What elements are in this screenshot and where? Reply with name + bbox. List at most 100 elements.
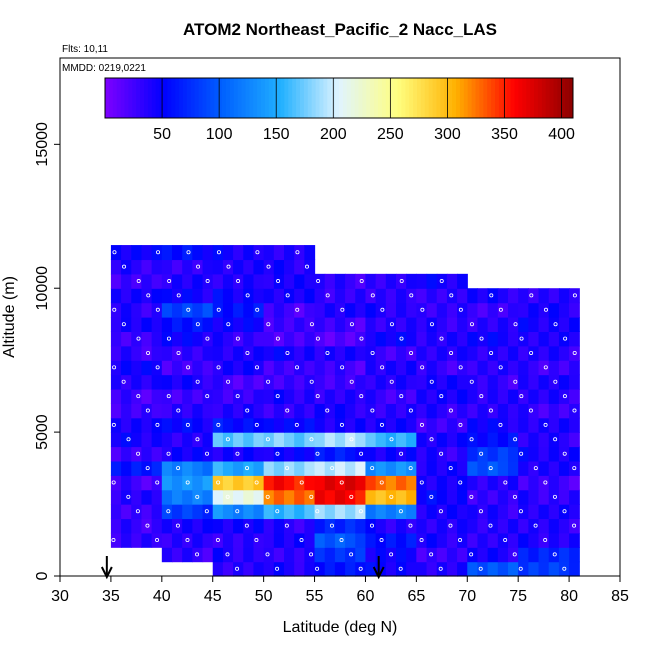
heatmap-cell	[192, 331, 204, 347]
heatmap-cell	[202, 475, 214, 491]
heatmap-cell	[375, 273, 387, 289]
heatmap-cell	[304, 317, 316, 332]
heatmap-cell	[151, 460, 163, 476]
heatmap-cell	[487, 532, 499, 548]
sample-point	[216, 307, 221, 312]
heatmap-cell	[467, 518, 479, 534]
heatmap-cell	[436, 374, 448, 390]
sample-point	[518, 566, 523, 571]
colorbar-segment	[522, 78, 527, 118]
heatmap-cell	[253, 388, 265, 404]
heatmap-cell	[446, 417, 458, 433]
heatmap-cell	[222, 547, 234, 563]
sample-point	[176, 408, 181, 413]
colorbar-segment	[296, 78, 301, 118]
heatmap-cell	[253, 288, 265, 304]
heatmap-cell	[334, 388, 346, 404]
sample-point	[275, 566, 280, 571]
sample-point	[512, 552, 517, 557]
sample-point	[205, 279, 210, 284]
heatmap-cell	[446, 317, 458, 332]
heatmap-cell	[314, 432, 326, 448]
sample-point	[245, 466, 250, 471]
sample-point	[399, 279, 404, 284]
heatmap-cell	[334, 403, 346, 419]
heatmap-cell	[172, 489, 183, 505]
colorbar-segment	[456, 78, 461, 118]
heatmap-cell	[365, 518, 377, 534]
heatmap-cell	[497, 489, 509, 505]
sample-point	[155, 422, 160, 427]
sample-point	[359, 394, 364, 399]
heatmap-cell	[446, 532, 458, 548]
heatmap-cell	[406, 561, 417, 577]
heatmap-cell	[457, 460, 468, 476]
heatmap-cell	[294, 388, 305, 404]
sample-point	[195, 552, 200, 557]
sample-point	[254, 422, 259, 427]
sample-point	[185, 480, 190, 485]
heatmap-cell	[406, 460, 417, 476]
sample-point	[429, 437, 434, 442]
colorbar-segment	[167, 78, 172, 118]
heatmap-cell	[518, 374, 529, 390]
heatmap-cell	[396, 475, 407, 491]
heatmap-cell	[497, 403, 509, 419]
sample-point	[216, 250, 221, 255]
heatmap-cell	[304, 403, 316, 419]
heatmap-cell	[314, 388, 326, 404]
colorbar-segment	[229, 78, 235, 118]
heatmap-cell	[416, 504, 428, 520]
sample-point	[489, 350, 494, 355]
heatmap-cell	[538, 331, 550, 347]
heatmap-cell	[375, 432, 387, 448]
heatmap-cell	[273, 374, 285, 390]
heatmap-cell	[467, 432, 479, 448]
heatmap-cell	[508, 475, 519, 491]
sample-point	[572, 466, 577, 471]
heatmap-cell	[121, 360, 132, 376]
heatmap-cell	[538, 317, 550, 332]
heatmap-cell	[212, 489, 224, 505]
heatmap-cell	[172, 388, 183, 404]
heatmap-cell	[110, 432, 122, 448]
heatmap-cell	[141, 374, 153, 390]
heatmap-cell	[294, 446, 305, 462]
sample-point	[136, 451, 141, 456]
heatmap-cell	[324, 561, 336, 577]
sample-point	[294, 422, 299, 427]
sample-point	[529, 350, 534, 355]
heatmap-cell	[233, 446, 244, 462]
heatmap-cell	[284, 317, 295, 332]
heatmap-cell	[477, 288, 489, 304]
heatmap-cell	[110, 504, 122, 520]
colorbar-tick-label: 50	[153, 126, 171, 143]
colorbar-segment	[194, 78, 200, 118]
heatmap-cell	[508, 504, 519, 520]
heatmap-cell	[222, 446, 234, 462]
colorbar: 50 100 150 200 250 300 350 400	[104, 77, 575, 143]
sample-point	[408, 523, 413, 528]
heatmap-cell	[273, 288, 285, 304]
heatmap-cell	[324, 273, 336, 289]
heatmap-cell	[518, 288, 529, 304]
sample-point	[478, 566, 483, 571]
sample-point	[449, 293, 454, 298]
sample-point	[449, 350, 454, 355]
sample-point	[145, 408, 150, 413]
sample-point	[358, 509, 363, 514]
heatmap-cell	[202, 489, 214, 505]
colorbar-segment	[257, 78, 262, 118]
heatmap-cell	[304, 532, 316, 548]
heatmap-cell	[233, 345, 244, 361]
sample-point	[122, 264, 127, 269]
sample-point	[528, 408, 533, 413]
heatmap-cell	[487, 317, 499, 332]
sample-point	[205, 394, 210, 399]
colorbar-segment	[132, 78, 137, 118]
heatmap-cell	[375, 331, 387, 347]
heatmap-cell	[121, 446, 132, 462]
heatmap-cell	[304, 345, 316, 361]
sample-point	[121, 322, 126, 327]
heatmap-cell	[538, 489, 550, 505]
